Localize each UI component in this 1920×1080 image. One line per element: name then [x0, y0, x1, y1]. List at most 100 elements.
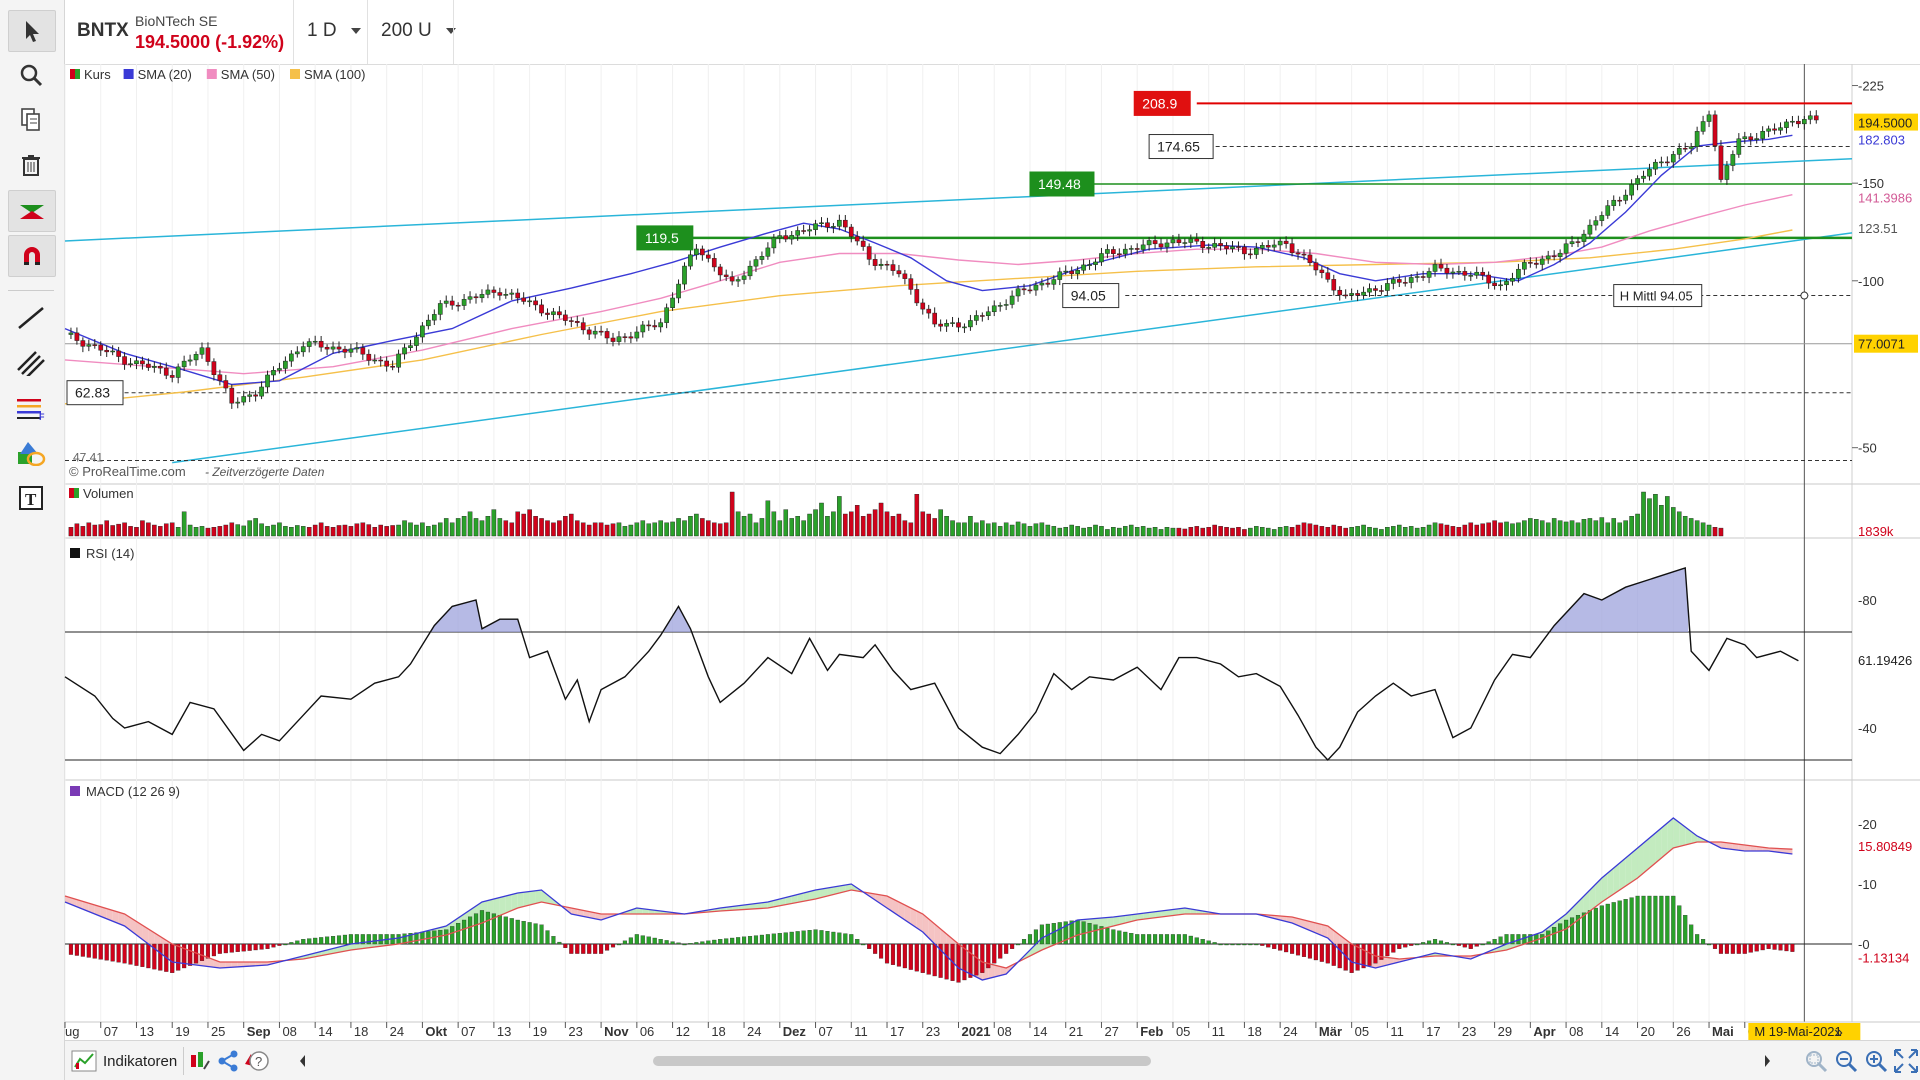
volume-bar — [1069, 524, 1074, 537]
volume-bar — [706, 520, 711, 537]
macd-fill — [1089, 918, 1096, 932]
strategy-icon[interactable] — [189, 1049, 211, 1073]
macd-histogram-bar — [1153, 934, 1158, 945]
alert-tool[interactable] — [8, 190, 56, 232]
candle-body — [1772, 128, 1777, 131]
volume-bar — [1551, 518, 1557, 537]
volume-bar — [956, 522, 961, 537]
shapes-icon — [18, 442, 46, 466]
macd-histogram-bar — [1474, 943, 1479, 947]
macd-fill — [1155, 911, 1162, 918]
volume-bar — [122, 522, 127, 537]
volume-bar — [1682, 516, 1688, 537]
volume-bar — [682, 520, 687, 537]
volume-bar — [223, 524, 229, 537]
x-tick-label: 23 — [1462, 1024, 1476, 1039]
macd-y-tick: -10 — [1858, 877, 1877, 892]
help-icon[interactable]: ? — [243, 1048, 269, 1074]
copy-tool[interactable] — [8, 100, 54, 140]
timeframe-dropdown[interactable]: 1 D — [307, 20, 361, 42]
macd-fill — [1786, 848, 1793, 854]
candle-body — [1426, 271, 1432, 278]
macd-histogram-bar — [74, 943, 79, 956]
candle-body — [1111, 249, 1116, 254]
macd-histogram-bar — [718, 939, 723, 945]
zoom-in-icon[interactable] — [1863, 1048, 1889, 1074]
macd-fill — [219, 962, 226, 968]
macd-fill — [845, 884, 852, 892]
share-icon[interactable] — [217, 1049, 239, 1073]
rsi-panel: RSI (14) -80 -40 61.19426 — [64, 546, 1912, 762]
candle-body — [563, 314, 568, 321]
fit-screen-icon[interactable] — [1893, 1048, 1919, 1074]
chevron-down-icon — [350, 27, 361, 34]
macd-fill — [857, 888, 864, 892]
macd-fill — [1024, 950, 1030, 959]
magnet-tool[interactable] — [8, 235, 56, 277]
x-tick-label: 07 — [104, 1024, 118, 1039]
symbol-label[interactable]: BNTX — [77, 20, 129, 41]
volume-bar — [1212, 524, 1217, 537]
macd-fill — [720, 907, 727, 911]
line-tool[interactable] — [8, 298, 54, 338]
macd-fill — [1161, 910, 1167, 917]
macd-histogram-bar — [926, 943, 931, 975]
x-tick-label: Mär — [1319, 1024, 1342, 1039]
cursor-tool[interactable] — [8, 10, 56, 52]
macd-fill — [160, 936, 167, 958]
volume-bar — [384, 526, 389, 537]
macd-histogram-bar — [1266, 943, 1271, 948]
volume-bar — [968, 516, 973, 537]
candle-body — [283, 360, 288, 369]
candle-body — [146, 363, 151, 368]
rsi-overbought-fill — [1551, 568, 1689, 632]
volume-bar — [259, 523, 264, 537]
macd-histogram-bar — [819, 930, 824, 945]
macd-fill — [1774, 848, 1781, 853]
macd-histogram-bar — [325, 936, 330, 945]
volume-bar — [1623, 520, 1628, 537]
candle-body — [241, 396, 247, 403]
units-dropdown[interactable]: 200 U — [381, 20, 456, 42]
macd-histogram-bar — [1766, 943, 1771, 949]
candle-body — [1498, 284, 1503, 287]
macd-histogram-bar — [652, 937, 657, 945]
macd-histogram-bar — [896, 943, 901, 967]
macd-histogram-bar — [491, 913, 496, 945]
candle-body — [1212, 243, 1217, 248]
indicators-button[interactable]: Indikatoren — [71, 1047, 177, 1075]
macd-fill — [803, 891, 810, 902]
candle-body — [1605, 205, 1611, 216]
scroll-left-icon[interactable] — [297, 1053, 309, 1069]
macd-fill — [1440, 954, 1447, 956]
zoom-out-icon[interactable] — [1833, 1048, 1859, 1074]
candle-body — [1027, 289, 1033, 292]
macd-histogram-bar — [1218, 943, 1223, 946]
delete-tool[interactable] — [8, 145, 54, 185]
horizontal-scrollbar[interactable] — [653, 1056, 1151, 1066]
zoom-area-icon[interactable] — [1803, 1048, 1829, 1074]
sma50-value-bg — [1854, 188, 1918, 207]
volume-bar — [1557, 520, 1563, 537]
macd-histogram-bar — [1617, 900, 1622, 945]
macd-fill — [350, 943, 357, 950]
volume-bar — [1188, 527, 1194, 537]
volume-bar — [163, 523, 169, 537]
volume-bar — [1039, 522, 1045, 537]
fibonacci-tool[interactable]: F — [8, 388, 54, 428]
volume-bar — [1629, 516, 1634, 537]
macd-fill — [1560, 914, 1567, 932]
scroll-right-icon[interactable] — [1761, 1053, 1773, 1069]
candle-body — [759, 256, 765, 260]
macd-histogram-bar — [1337, 943, 1342, 969]
volume-bar — [402, 520, 407, 537]
shapes-tool[interactable] — [8, 433, 54, 473]
zoom-tool[interactable] — [8, 55, 54, 95]
macd-histogram-bar — [587, 943, 592, 954]
text-tool[interactable]: T — [8, 478, 54, 518]
macd-histogram-bar — [1212, 942, 1217, 945]
macd-histogram-bar — [1158, 934, 1164, 945]
channel-tool[interactable] — [8, 343, 54, 383]
macd-fill — [374, 940, 381, 947]
